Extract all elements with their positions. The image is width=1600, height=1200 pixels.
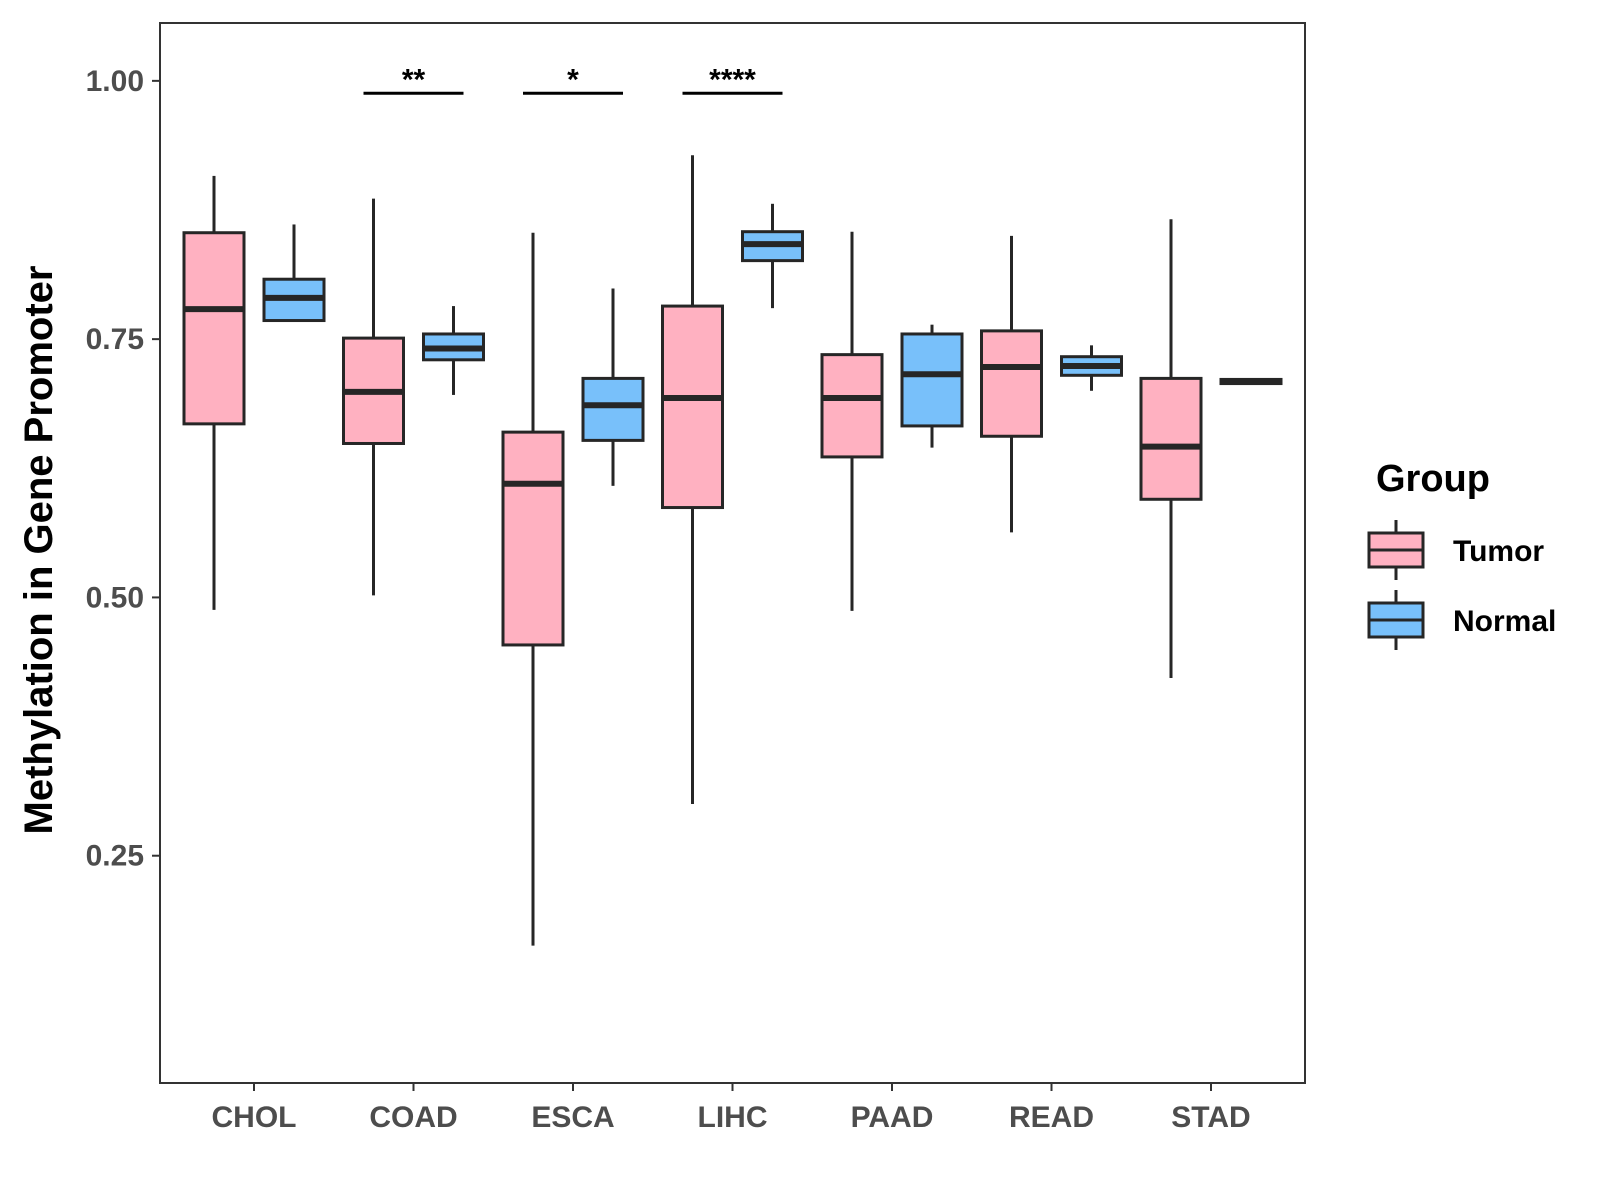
y-axis-title: Methylation in Gene Promoter — [17, 266, 61, 835]
legend-title: Group — [1376, 458, 1490, 500]
box-tumor-paad — [820, 231, 884, 611]
x-tick-label-esca: ESCA — [531, 1101, 614, 1134]
legend-label: Tumor — [1453, 535, 1544, 568]
y-tick-label: 0.50 — [86, 581, 144, 614]
box-tumor-esca — [501, 232, 565, 946]
x-tick-label-read: READ — [1009, 1101, 1094, 1134]
y-tick-label: 0.75 — [86, 323, 144, 356]
legend: Group Tumor Normal — [1367, 458, 1556, 650]
box-normal-chol — [262, 224, 326, 323]
box-body — [661, 304, 724, 510]
box-body — [501, 430, 565, 647]
box-body — [182, 231, 246, 426]
box-normal-stad — [1219, 377, 1283, 386]
box-normal-lihc — [741, 203, 804, 309]
box-tumor-stad — [1139, 219, 1203, 679]
box-body — [820, 353, 884, 459]
x-tick-label-chol: CHOL — [212, 1101, 297, 1134]
box-tumor-lihc — [661, 155, 724, 805]
box-body — [980, 329, 1043, 438]
significance-label: * — [567, 63, 579, 96]
y-tick-label: 1.00 — [86, 65, 144, 98]
box-tumor-chol — [182, 175, 246, 610]
box-body — [1139, 376, 1203, 501]
box-normal-read — [1060, 345, 1123, 391]
legend-label: Normal — [1453, 605, 1556, 638]
x-tick-label-paad: PAAD — [851, 1101, 934, 1134]
box-tumor-read — [980, 235, 1043, 533]
box-body — [581, 376, 645, 442]
significance-label: **** — [709, 63, 756, 96]
legend-entry-tumor: Tumor — [1367, 520, 1544, 580]
box-tumor-coad — [342, 198, 405, 596]
legend-entry-normal: Normal — [1367, 590, 1556, 650]
axes: 0.25 0.50 0.75 1.00 CHOL COAD ESCA LIHC PAAD READ… — [86, 65, 1251, 1134]
box-normal-esca — [581, 288, 645, 486]
box-normal-coad — [422, 306, 485, 395]
significance-label: ** — [402, 63, 426, 96]
x-tick-label-lihc: LIHC — [698, 1101, 768, 1134]
y-tick-label: 0.25 — [86, 840, 144, 873]
plot-area: ** * **** — [159, 22, 1306, 1084]
box-normal-paad — [900, 324, 964, 448]
x-tick-label-stad: STAD — [1171, 1101, 1250, 1134]
box-body — [900, 332, 964, 428]
x-tick-label-coad: COAD — [369, 1101, 457, 1134]
